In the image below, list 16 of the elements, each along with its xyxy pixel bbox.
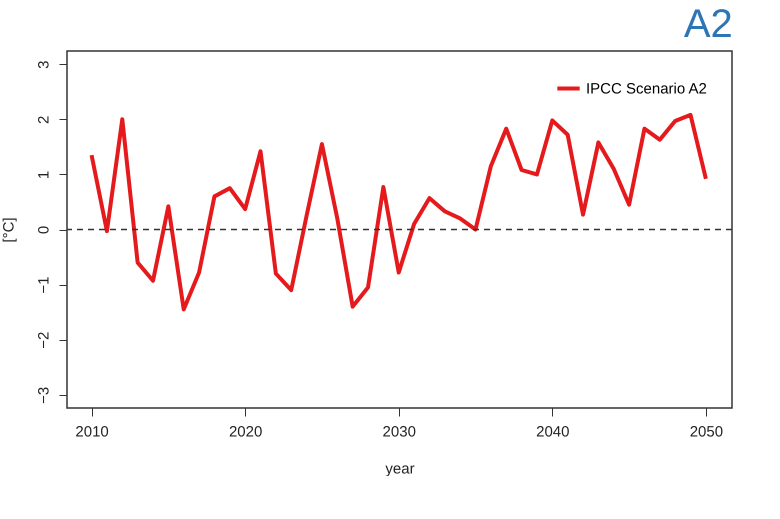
y-tick-label: 2: [36, 116, 52, 124]
x-tick-label: 2050: [690, 424, 724, 440]
chart-title: A2: [684, 2, 733, 46]
x-tick-label: 2030: [382, 424, 416, 440]
y-axis-title: [°C]: [0, 217, 18, 243]
y-tick-label: −2: [36, 332, 52, 349]
y-tick-label: 3: [36, 60, 52, 69]
legend-label: IPCC Scenario A2: [586, 80, 707, 98]
y-tick-label: −1: [36, 276, 52, 294]
y-tick-label: 0: [36, 226, 52, 234]
x-tick-label: 2010: [75, 424, 109, 440]
y-tick-label: 1: [36, 170, 52, 180]
line-series: [90, 112, 708, 312]
x-tick-label: 2040: [536, 424, 570, 440]
y-tick-label: −3: [36, 386, 52, 404]
x-tick-label: 2020: [228, 424, 262, 440]
